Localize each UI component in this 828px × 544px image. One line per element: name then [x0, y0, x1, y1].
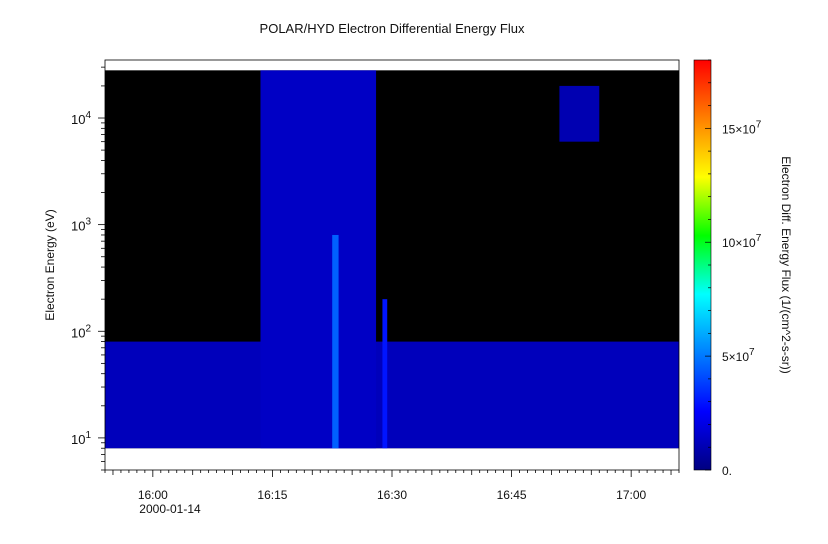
y-tick-label: 101 [71, 430, 91, 447]
x-axis: 16:00 16:15 16:30 16:45 17:00 [104, 470, 680, 502]
colorbar-tick-label: 5×107 [722, 347, 755, 364]
flux-region [382, 299, 388, 449]
colorbar-ticks: 0. 5×107 10×107 15×107 [705, 59, 762, 478]
colorbar-tick-label: 10×107 [722, 233, 762, 250]
x-date-label: 2000-01-14 [139, 502, 201, 516]
flux-region [105, 341, 679, 449]
x-tick-label: 16:00 [138, 488, 168, 502]
x-tick-label: 16:15 [257, 488, 287, 502]
y-axis: 101 102 103 104 [71, 66, 105, 471]
flux-region [260, 70, 377, 449]
spectrogram-data [105, 70, 679, 449]
flux-region [332, 234, 339, 449]
flux-region [559, 85, 600, 142]
chart-title: POLAR/HYD Electron Differential Energy F… [260, 21, 525, 36]
colorbar-tick-label: 15×107 [722, 119, 762, 136]
y-axis-label: Electron Energy (eV) [43, 209, 57, 320]
y-tick-label: 104 [71, 110, 91, 127]
x-tick-label: 16:45 [497, 488, 527, 502]
x-tick-label: 16:30 [377, 488, 407, 502]
y-tick-label: 102 [71, 323, 91, 340]
colorbar-label: Electron Diff. Energy Flux (1/(cm^2-s-sr… [779, 156, 793, 373]
colorbar-tick-label: 0. [722, 464, 732, 478]
x-tick-label: 17:00 [616, 488, 646, 502]
y-tick-label: 103 [71, 217, 91, 234]
